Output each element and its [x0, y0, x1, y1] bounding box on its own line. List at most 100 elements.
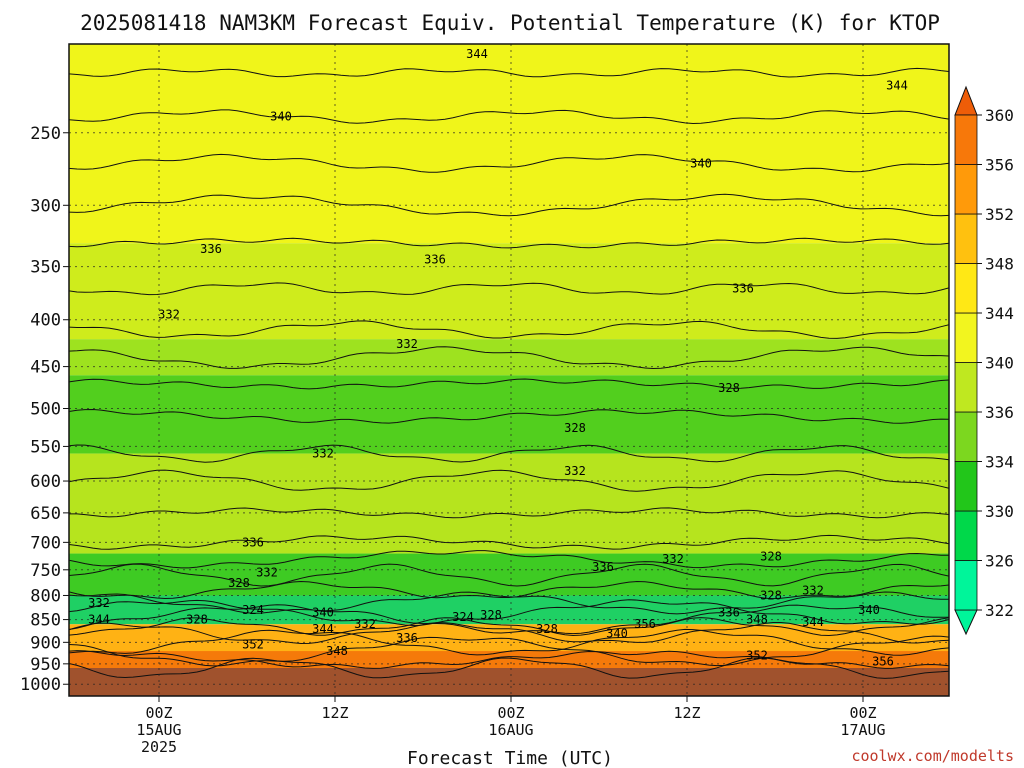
contour-label-3: 340	[690, 156, 712, 170]
x-tick-label-4-1: 17AUG	[840, 721, 885, 739]
contour-label-13: 336	[242, 535, 264, 549]
contour-label-21: 340	[858, 603, 880, 617]
colorbar-swatch-5	[954, 312, 978, 363]
x-tick-label-0-0: 00Z	[145, 704, 172, 722]
contour-label-5: 336	[424, 253, 446, 267]
contour-label-11: 332	[312, 447, 334, 461]
contour-label-19: 332	[802, 583, 824, 597]
contour-label-32: 328	[536, 622, 558, 636]
layer-1	[69, 243, 949, 340]
colorbar-bottom-arrow	[954, 609, 978, 636]
contour-label-40: 352	[746, 648, 768, 662]
layer-4	[69, 453, 949, 554]
contour-label-36: 348	[746, 613, 768, 627]
ground-surface	[69, 668, 949, 696]
x-tick-label-3-0: 12Z	[673, 704, 700, 722]
contour-label-1: 344	[886, 79, 908, 93]
contour-line-17	[69, 591, 949, 615]
contour-label-35: 336	[718, 606, 740, 620]
contour-label-27: 344	[312, 622, 334, 636]
contour-line-20	[69, 617, 949, 637]
contour-label-22: 332	[88, 596, 110, 610]
contour-line-5	[69, 282, 949, 296]
contour-label-28: 332	[354, 617, 376, 631]
contour-line-8	[69, 378, 949, 390]
contour-label-25: 324	[242, 603, 264, 617]
layer-0	[69, 44, 949, 244]
colorbar-label-360: 360	[985, 106, 1014, 125]
contour-label-34: 356	[634, 617, 656, 631]
y-axis: 2503003504004505005506006507007508008509…	[20, 124, 69, 695]
y-tick-label-500: 500	[30, 400, 61, 420]
contour-label-10: 328	[564, 421, 586, 435]
contour-label-15: 328	[228, 576, 250, 590]
contour-line-0	[69, 67, 949, 78]
colorbar-swatch-8	[954, 164, 978, 215]
y-tick-label-950: 950	[30, 655, 61, 675]
y-tick-label-700: 700	[30, 533, 61, 553]
contour-line-3	[69, 193, 949, 217]
contour-line-4	[69, 237, 949, 249]
x-tick-label-0-2: 2025	[141, 738, 177, 756]
colorbar-label-330: 330	[985, 502, 1014, 521]
colorbar-label-352: 352	[985, 205, 1014, 224]
colorbar-label-340: 340	[985, 354, 1014, 373]
contour-label-16: 336	[592, 560, 614, 574]
y-tick-label-250: 250	[30, 124, 61, 144]
contour-label-17: 332	[662, 552, 684, 566]
contour-line-12	[69, 507, 949, 519]
contour-line-18	[69, 599, 949, 627]
plot-frame	[68, 43, 950, 697]
contour-label-4: 336	[200, 242, 222, 256]
colorbar-swatch-7	[954, 213, 978, 264]
contour-line-6	[69, 320, 949, 339]
contour-line-15	[69, 563, 949, 587]
contour-label-41: 356	[872, 655, 894, 669]
colorbar-label-344: 344	[985, 304, 1014, 323]
contour-label-24: 328	[186, 613, 208, 627]
contour-label-39: 348	[326, 644, 348, 658]
contour-line-9	[69, 408, 949, 424]
gridlines	[69, 44, 949, 696]
contour-label-30: 324	[452, 610, 474, 624]
contour-label-7: 332	[158, 308, 180, 322]
contour-label-0: 344	[466, 47, 488, 61]
x-axis-title: Forecast Time (UTC)	[407, 748, 613, 768]
y-tick-label-350: 350	[30, 258, 61, 278]
colorbar-label-348: 348	[985, 255, 1014, 274]
colorbar-label-356: 356	[985, 156, 1014, 175]
contour-label-31: 328	[480, 608, 502, 622]
layer-3	[69, 375, 949, 454]
contour-label-29: 336	[396, 631, 418, 645]
y-tick-label-900: 900	[30, 633, 61, 653]
contour-label-37: 344	[802, 615, 824, 629]
y-tick-label-750: 750	[30, 561, 61, 581]
contour-label-12: 332	[564, 464, 586, 478]
contour-label-9: 328	[718, 381, 740, 395]
colorbar-swatch-9	[954, 114, 978, 165]
contour-line-11	[69, 469, 949, 492]
colorbar-swatch-3	[954, 411, 978, 462]
colorbar-label-336: 336	[985, 403, 1014, 422]
contour-line-10	[69, 444, 949, 463]
contour-line-7	[69, 346, 949, 370]
y-tick-label-1000: 1000	[20, 675, 61, 695]
contour-line-23	[69, 635, 949, 667]
equiv-potential-temperature-shading	[69, 44, 949, 677]
x-tick-label-4-0: 00Z	[849, 704, 876, 722]
contour-line-21	[69, 622, 949, 645]
contour-line-22	[69, 628, 949, 656]
contour-label-2: 340	[270, 110, 292, 124]
contour-line-25	[69, 657, 949, 679]
contour-label-8: 332	[396, 337, 418, 351]
colorbar-label-334: 334	[985, 453, 1014, 472]
colorbar-label-326: 326	[985, 552, 1014, 571]
contour-label-18: 328	[760, 549, 782, 563]
contour-label-26: 340	[312, 606, 334, 620]
contour-line-2	[69, 153, 949, 173]
colorbar-swatch-4	[954, 362, 978, 413]
contour-labels: 344 344 340 340 336 336 336 332 332 328 328 332 332 3…	[88, 47, 908, 669]
layer-5	[69, 553, 949, 596]
y-tick-label-550: 550	[30, 437, 61, 457]
